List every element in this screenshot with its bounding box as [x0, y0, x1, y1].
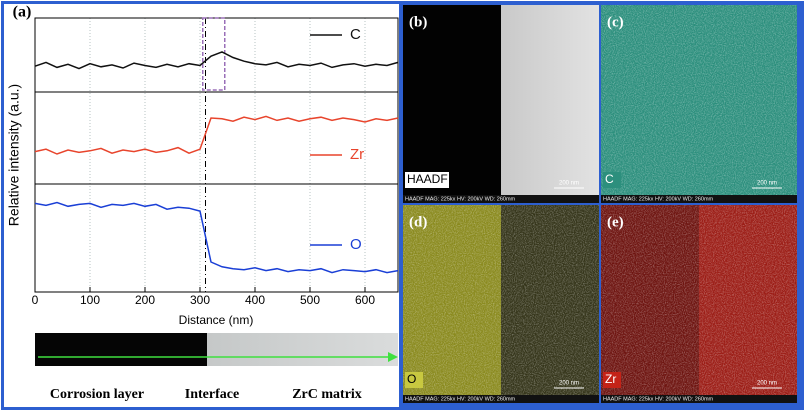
- image-noise: [601, 5, 797, 203]
- x-tick-label: 400: [245, 293, 265, 307]
- image-label: (b): [409, 14, 427, 30]
- scale-label: 200 nm: [559, 181, 579, 187]
- image-tag: HAADF: [407, 172, 448, 186]
- legend-label: C: [350, 26, 361, 43]
- image-noise: [601, 205, 797, 403]
- series-line: [34, 51, 399, 70]
- image-tag-bg: [405, 372, 423, 388]
- panel-frame: [34, 183, 399, 293]
- x-tick-label: 600: [355, 293, 375, 307]
- panel-label: (a): [13, 4, 32, 21]
- legend-label: Zr: [350, 146, 364, 163]
- x-tick-label: 300: [190, 293, 210, 307]
- x-tick-label: 500: [300, 293, 320, 307]
- image-tag: C: [605, 172, 614, 186]
- x-axis-label: Distance (nm): [179, 313, 254, 327]
- scale-label: 200 nm: [757, 381, 777, 387]
- legend-label: O: [350, 236, 362, 253]
- x-tick-label: 100: [80, 293, 100, 307]
- image-label: (c): [607, 14, 624, 30]
- series-line: [34, 115, 399, 155]
- x-tick-label: 200: [135, 293, 155, 307]
- y-axis-label: Relative intensity (a.u.): [6, 84, 22, 226]
- image-label: (e): [607, 214, 624, 230]
- image-tag: Zr: [605, 372, 616, 386]
- series-line: [34, 201, 399, 274]
- scale-label: 200 nm: [559, 381, 579, 387]
- arrow-head: [388, 352, 398, 362]
- info-bar: [403, 195, 599, 203]
- micrographs: (b) HAADF HAADF MAG: 225kx HV: 200kV WD: 2…: [403, 5, 797, 403]
- image-info: HAADF MAG: 225kx HV: 200kV WD: 260mm: [603, 396, 714, 402]
- strip-label: Interface: [185, 387, 239, 402]
- scale-label: 200 nm: [757, 181, 777, 187]
- image-label: (d): [409, 214, 427, 230]
- x-tick-label: 0: [32, 293, 39, 307]
- strip-light: [207, 333, 398, 366]
- info-bar: [601, 195, 797, 203]
- image-info: HAADF MAG: 225kx HV: 200kV WD: 260mm: [405, 396, 516, 402]
- strip-label: Corrosion layer: [50, 387, 144, 402]
- image-info: HAADF MAG: 225kx HV: 200kV WD: 260mm: [405, 196, 516, 202]
- image-region: [501, 5, 599, 203]
- chart: (a) Relative intensity (a.u.) Distance (…: [6, 4, 254, 328]
- strip-label: ZrC matrix: [292, 387, 362, 402]
- info-bar: [403, 395, 599, 403]
- image-info: HAADF MAG: 225kx HV: 200kV WD: 260mm: [603, 196, 714, 202]
- image-tag-bg: [405, 172, 449, 188]
- image-noise: [403, 205, 599, 403]
- image-tag: O: [407, 372, 416, 386]
- image-region: [403, 5, 501, 203]
- image-tag-bg: [603, 372, 621, 388]
- strip-dark: [35, 333, 207, 366]
- image-tag-bg: [603, 172, 621, 188]
- strip: Corrosion layer Interface ZrC matrix: [35, 333, 398, 402]
- info-bar: [601, 395, 797, 403]
